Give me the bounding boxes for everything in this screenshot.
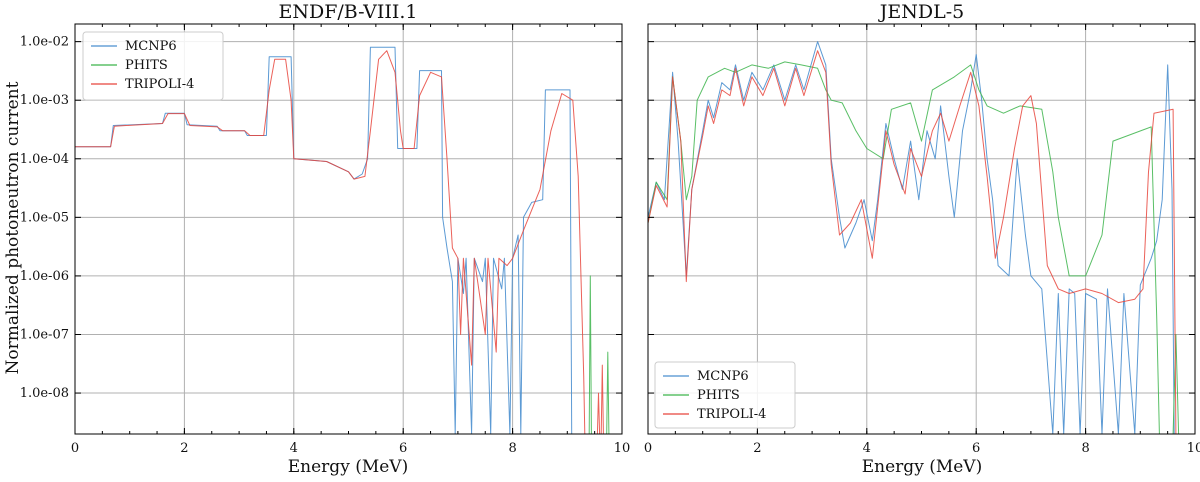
legend-label: PHITS bbox=[125, 58, 168, 73]
x-tick-label: 6 bbox=[399, 441, 407, 456]
legend: MCNP6 PHITS TRIPOLI-4 bbox=[654, 361, 796, 429]
x-tick-label: 0 bbox=[71, 441, 79, 456]
x-tick-label: 8 bbox=[508, 441, 516, 456]
panel-title: JENDL-5 bbox=[878, 1, 964, 23]
x-tick-label: 10 bbox=[614, 441, 631, 456]
series-group bbox=[75, 46, 610, 434]
series-line-tripoli-4 bbox=[648, 50, 1177, 434]
legend-label: PHITS bbox=[697, 388, 740, 403]
y-axis-label: Normalized photoneutron current bbox=[3, 81, 23, 374]
x-tick-label: 4 bbox=[863, 441, 871, 456]
x-tick-label: 4 bbox=[290, 441, 298, 456]
legend-label: MCNP6 bbox=[125, 39, 177, 54]
series-line-phits bbox=[648, 61, 1180, 434]
series-group bbox=[648, 41, 1180, 434]
y-tick-label: 1.0e-03 bbox=[20, 93, 69, 108]
legend-label: TRIPOLI-4 bbox=[125, 77, 194, 92]
y-tick-label: 1.0e-06 bbox=[20, 269, 69, 284]
x-tick-label: 2 bbox=[180, 441, 188, 456]
y-tick-label: 1.0e-04 bbox=[20, 152, 69, 167]
panel-title: ENDF/B-VIII.1 bbox=[278, 1, 417, 23]
y-tick-label: 1.0e-05 bbox=[20, 210, 69, 225]
x-axis-label: Energy (MeV) bbox=[862, 457, 982, 477]
y-tick-label: 1.0e-07 bbox=[20, 327, 69, 342]
y-tick-labels: 1.0e-08 1.0e-07 1.0e-06 1.0e-05 1.0e-04 1.0e-… bbox=[20, 35, 69, 401]
x-tick-label: 6 bbox=[972, 441, 980, 456]
x-axis-label: Energy (MeV) bbox=[288, 457, 408, 477]
legend-box bbox=[82, 31, 224, 101]
legend-label: MCNP6 bbox=[697, 369, 749, 384]
legend: MCNP6 PHITS TRIPOLI-4 bbox=[82, 31, 224, 101]
series-line-mcnp6 bbox=[648, 41, 1175, 434]
x-tick-label: 2 bbox=[753, 441, 761, 456]
x-tick-label: 8 bbox=[1081, 441, 1089, 456]
x-tick-labels: 0 2 4 6 8 10 bbox=[644, 441, 1200, 456]
legend-box bbox=[654, 361, 796, 429]
series-line-mcnp6 bbox=[75, 46, 573, 434]
y-tick-label: 1.0e-02 bbox=[20, 35, 69, 50]
x-tick-label: 10 bbox=[1187, 441, 1200, 456]
series-line-phits bbox=[588, 275, 610, 434]
ticks bbox=[647, 24, 1196, 434]
x-tick-label: 0 bbox=[644, 441, 652, 456]
x-tick-labels: 0 2 4 6 8 10 bbox=[71, 441, 630, 456]
panel-endf: ENDF/B-VIII.1 0 2 4 6 8 10 1.0e-081.0e-071.0e… bbox=[20, 1, 631, 477]
legend-label: TRIPOLI-4 bbox=[697, 407, 766, 422]
ticks bbox=[74, 24, 623, 434]
y-tick-label: 1.0e-08 bbox=[20, 386, 69, 401]
panel-jendl: JENDL-5 0 2 4 6 8 10 Energy (MeV) MCNP6 PHITS T… bbox=[644, 1, 1200, 477]
series-line-tripoli-4 bbox=[75, 50, 604, 434]
